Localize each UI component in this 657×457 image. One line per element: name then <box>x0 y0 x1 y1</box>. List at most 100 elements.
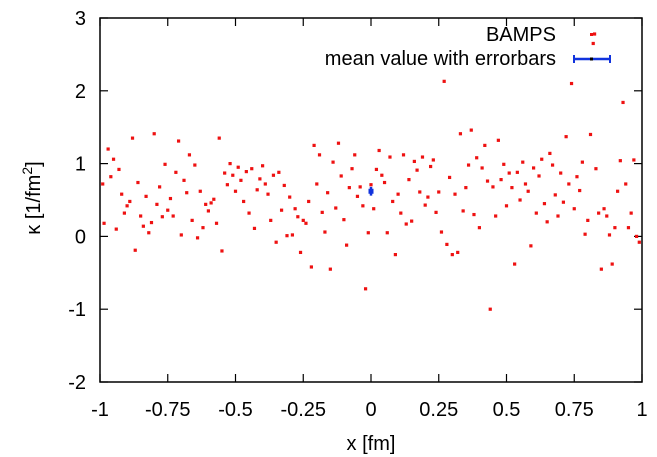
x-tick-label: 0 <box>365 399 376 421</box>
legend-swatch-mean <box>573 55 611 63</box>
data-point <box>277 170 281 174</box>
data-point <box>513 262 517 266</box>
data-point <box>496 138 500 142</box>
data-point <box>429 164 433 169</box>
data-point <box>136 180 140 185</box>
data-point <box>485 179 490 183</box>
data-point <box>193 163 197 167</box>
mean-errorbar <box>368 186 374 196</box>
data-point <box>550 163 555 167</box>
data-point <box>410 219 414 223</box>
data-point <box>594 167 598 171</box>
data-point <box>545 220 549 224</box>
data-point <box>139 214 143 218</box>
data-point <box>179 233 183 237</box>
data-point <box>106 147 110 151</box>
data-point <box>223 171 227 175</box>
data-point <box>111 157 116 161</box>
data-point <box>174 170 178 174</box>
data-point <box>339 174 343 178</box>
data-point <box>597 211 601 215</box>
data-point <box>472 212 476 217</box>
data-point <box>331 160 335 164</box>
data-point <box>133 248 137 252</box>
data-point <box>182 178 186 182</box>
data-point <box>117 167 121 172</box>
legend-swatch-bamps <box>590 33 593 36</box>
data-point <box>521 160 525 164</box>
plot-frame <box>99 17 643 383</box>
data-point <box>233 189 238 193</box>
data-point <box>187 153 192 157</box>
data-point <box>515 170 519 174</box>
data-point <box>198 189 202 193</box>
data-point <box>285 234 289 238</box>
legend-label-mean: mean value with errorbars <box>325 48 556 70</box>
data-point <box>326 191 330 195</box>
data-point <box>475 156 479 160</box>
data-point <box>510 186 514 190</box>
y-axis-title-main: κ [1/fm <box>23 175 45 235</box>
data-point <box>466 163 471 167</box>
bamps-points <box>101 32 641 311</box>
data-point <box>377 148 381 153</box>
data-point <box>469 128 473 132</box>
data-point <box>399 211 403 215</box>
data-point <box>236 165 240 169</box>
data-point <box>185 191 189 195</box>
data-point <box>195 236 200 240</box>
x-tick-label: -0.25 <box>280 399 326 421</box>
data-point <box>561 200 566 204</box>
x-tick-label: 1 <box>636 399 647 421</box>
data-point <box>372 207 376 211</box>
data-point <box>605 214 609 218</box>
data-point <box>431 158 435 162</box>
data-point <box>252 226 257 230</box>
data-point <box>206 209 210 213</box>
data-point <box>382 180 387 185</box>
data-point <box>239 178 243 182</box>
data-point <box>569 81 574 86</box>
data-point <box>269 218 273 222</box>
data-point <box>534 211 538 215</box>
data-point <box>204 202 208 206</box>
legend: BAMPS mean value with errorbars <box>325 24 611 70</box>
data-point <box>323 230 327 234</box>
data-point <box>361 204 365 208</box>
data-point <box>621 100 625 105</box>
legend-label-bamps: BAMPS <box>486 24 556 46</box>
data-point <box>518 198 522 202</box>
data-point <box>307 199 311 204</box>
data-point <box>144 194 148 198</box>
data-point <box>618 159 622 163</box>
data-point <box>458 132 463 136</box>
data-point <box>266 192 270 196</box>
data-point <box>336 141 341 145</box>
data-point <box>526 189 530 193</box>
data-point <box>456 250 460 255</box>
data-point <box>607 233 612 237</box>
data-point <box>220 249 224 253</box>
data-point <box>309 265 313 269</box>
data-point <box>575 175 579 179</box>
data-point <box>480 166 484 170</box>
data-point <box>591 41 595 46</box>
data-point <box>214 221 219 225</box>
data-point <box>212 197 216 201</box>
data-point <box>152 132 156 136</box>
data-point <box>556 214 560 218</box>
data-point <box>610 262 614 266</box>
data-point <box>244 170 248 174</box>
data-point <box>128 199 132 204</box>
x-tick-label: -0.5 <box>218 399 252 421</box>
y-tick-label: 1 <box>75 154 86 176</box>
data-point <box>231 173 235 177</box>
data-point <box>523 182 528 186</box>
data-point <box>171 214 175 218</box>
data-point <box>141 224 145 228</box>
data-point <box>564 135 568 139</box>
data-point <box>626 226 631 230</box>
x-tick-label: 0.25 <box>419 399 458 421</box>
data-point <box>632 158 636 162</box>
data-point <box>559 171 563 175</box>
